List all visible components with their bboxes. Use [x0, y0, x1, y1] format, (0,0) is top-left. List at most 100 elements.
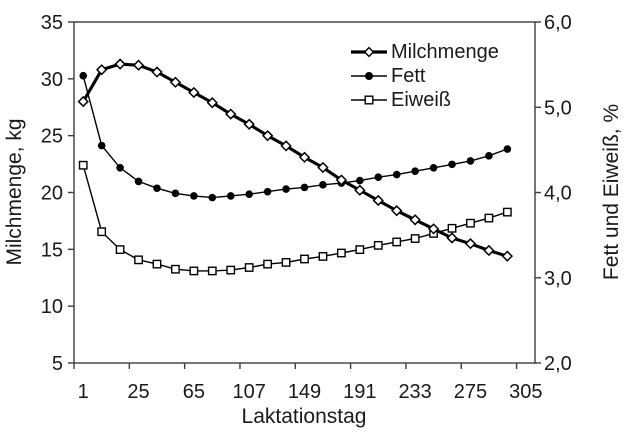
marker-diamond-milchmenge [206, 97, 218, 109]
marker-diamond-milchmenge [169, 76, 182, 88]
right-axis-title: Fett und Eiweiß, % [600, 103, 623, 281]
marker-circle-fett [300, 183, 309, 192]
legend-label-fett: Fett [391, 64, 426, 87]
marker-circle-fett [392, 170, 401, 179]
marker-square-eiweiss [97, 227, 107, 237]
marker-diamond-milchmenge [335, 174, 348, 186]
marker-square-eiweiss [115, 245, 125, 255]
x-axis-tick-label: 233 [398, 381, 431, 403]
marker-diamond-milchmenge [501, 250, 514, 262]
x-axis-tick-label: 305 [509, 381, 542, 403]
marker-circle-fett [282, 185, 290, 193]
marker-diamond-milchmenge [483, 244, 495, 257]
marker-diamond-milchmenge [354, 184, 366, 196]
marker-square-eiweiss [392, 237, 402, 247]
right-axis-tick-label: 2,0 [544, 353, 572, 375]
x-axis-tick-label: 1 [78, 381, 89, 403]
legend-label-eiweiss: Eiweiß [391, 88, 452, 111]
marker-diamond-milchmenge [261, 130, 274, 142]
marker-diamond-milchmenge [446, 232, 458, 244]
marker-diamond-milchmenge [427, 223, 440, 235]
marker-diamond-milchmenge [372, 194, 384, 207]
marker-diamond-milchmenge [77, 95, 89, 108]
marker-diamond-milchmenge [317, 161, 329, 174]
marker-square-eiweiss [355, 245, 365, 255]
x-axis-tick-label: 275 [454, 381, 487, 403]
right-axis-tick-label: 6,0 [544, 12, 572, 34]
thin-line-square-marker-icon [351, 95, 387, 105]
marker-circle-fett [79, 71, 88, 80]
series-line-eiweiss [82, 165, 508, 272]
left-axis-tick-label: 30 [41, 69, 63, 91]
marker-circle-fett [429, 163, 438, 172]
marker-circle-fett [245, 190, 253, 199]
marker-square-eiweiss [207, 266, 217, 276]
marker-circle-fett [466, 157, 475, 165]
marker-circle-fett [263, 187, 272, 196]
marker-square-eiweiss [447, 223, 457, 233]
marker-circle-fett [116, 163, 124, 172]
marker-square-eiweiss [134, 255, 143, 265]
marker-square-eiweiss [152, 259, 162, 269]
marker-square-eiweiss [78, 160, 88, 170]
marker-square-eiweiss [226, 265, 236, 275]
right-axis-tick-label: 3,0 [544, 268, 572, 290]
thin-line-circle-marker-icon [351, 72, 387, 80]
marker-circle-fett [97, 141, 106, 150]
marker-square-eiweiss [484, 213, 494, 223]
marker-diamond-milchmenge [95, 64, 108, 76]
legend: Milchmenge Fett Eiweiß [351, 40, 499, 112]
x-axis-title: Laktationstag [241, 405, 367, 428]
marker-diamond-milchmenge [188, 86, 200, 99]
marker-diamond-milchmenge [298, 151, 311, 163]
marker-circle-fett [171, 189, 180, 198]
x-axis-tick-label: 25 [127, 381, 149, 403]
left-axis-tick-label: 15 [41, 239, 63, 261]
marker-square-eiweiss [336, 248, 346, 258]
left-axis-tick-label: 5 [52, 353, 63, 375]
x-axis-tick-label: 65 [183, 381, 205, 403]
marker-circle-fett [226, 192, 235, 200]
marker-diamond-milchmenge [151, 66, 163, 78]
left-axis-title: Milchmenge, kg [3, 118, 26, 266]
right-axis-tick-label: 4,0 [544, 183, 572, 205]
marker-diamond-milchmenge [225, 108, 237, 120]
legend-item-eiweiss: Eiweiß [351, 88, 499, 112]
marker-square-eiweiss [189, 266, 199, 276]
marker-circle-fett [153, 184, 161, 193]
x-axis-tick-label: 149 [288, 381, 321, 403]
marker-circle-fett [134, 177, 143, 186]
right-axis-tick-label: 5,0 [544, 97, 572, 119]
left-axis-tick-label: 20 [41, 183, 63, 205]
marker-square-eiweiss [318, 252, 328, 261]
marker-square-eiweiss [466, 218, 475, 228]
legend-label-milchmenge: Milchmenge [391, 40, 499, 63]
marker-circle-fett [374, 173, 383, 181]
x-axis-tick-label: 107 [232, 381, 265, 403]
marker-diamond-milchmenge [391, 205, 403, 217]
marker-square-eiweiss [263, 259, 273, 269]
marker-diamond-milchmenge [243, 118, 255, 130]
marker-circle-fett [448, 160, 456, 169]
marker-circle-fett [208, 193, 217, 202]
x-axis-tick-label: 191 [343, 381, 376, 403]
marker-square-eiweiss [281, 258, 291, 267]
marker-square-eiweiss [373, 240, 383, 250]
marker-diamond-milchmenge [409, 214, 421, 226]
thick-line-diamond-marker-icon [351, 46, 387, 58]
marker-square-eiweiss [410, 234, 420, 243]
marker-square-eiweiss [300, 254, 309, 264]
marker-diamond-milchmenge [280, 140, 292, 152]
marker-circle-fett [485, 152, 493, 160]
legend-item-milchmenge: Milchmenge [351, 40, 499, 64]
marker-circle-fett [411, 167, 419, 175]
left-axis-tick-label: 10 [41, 296, 63, 318]
marker-square-eiweiss [502, 207, 512, 217]
marker-circle-fett [190, 192, 198, 200]
marker-square-eiweiss [171, 264, 180, 274]
marker-square-eiweiss [244, 263, 254, 272]
marker-diamond-milchmenge [464, 237, 477, 250]
left-axis-tick-label: 35 [41, 12, 63, 34]
